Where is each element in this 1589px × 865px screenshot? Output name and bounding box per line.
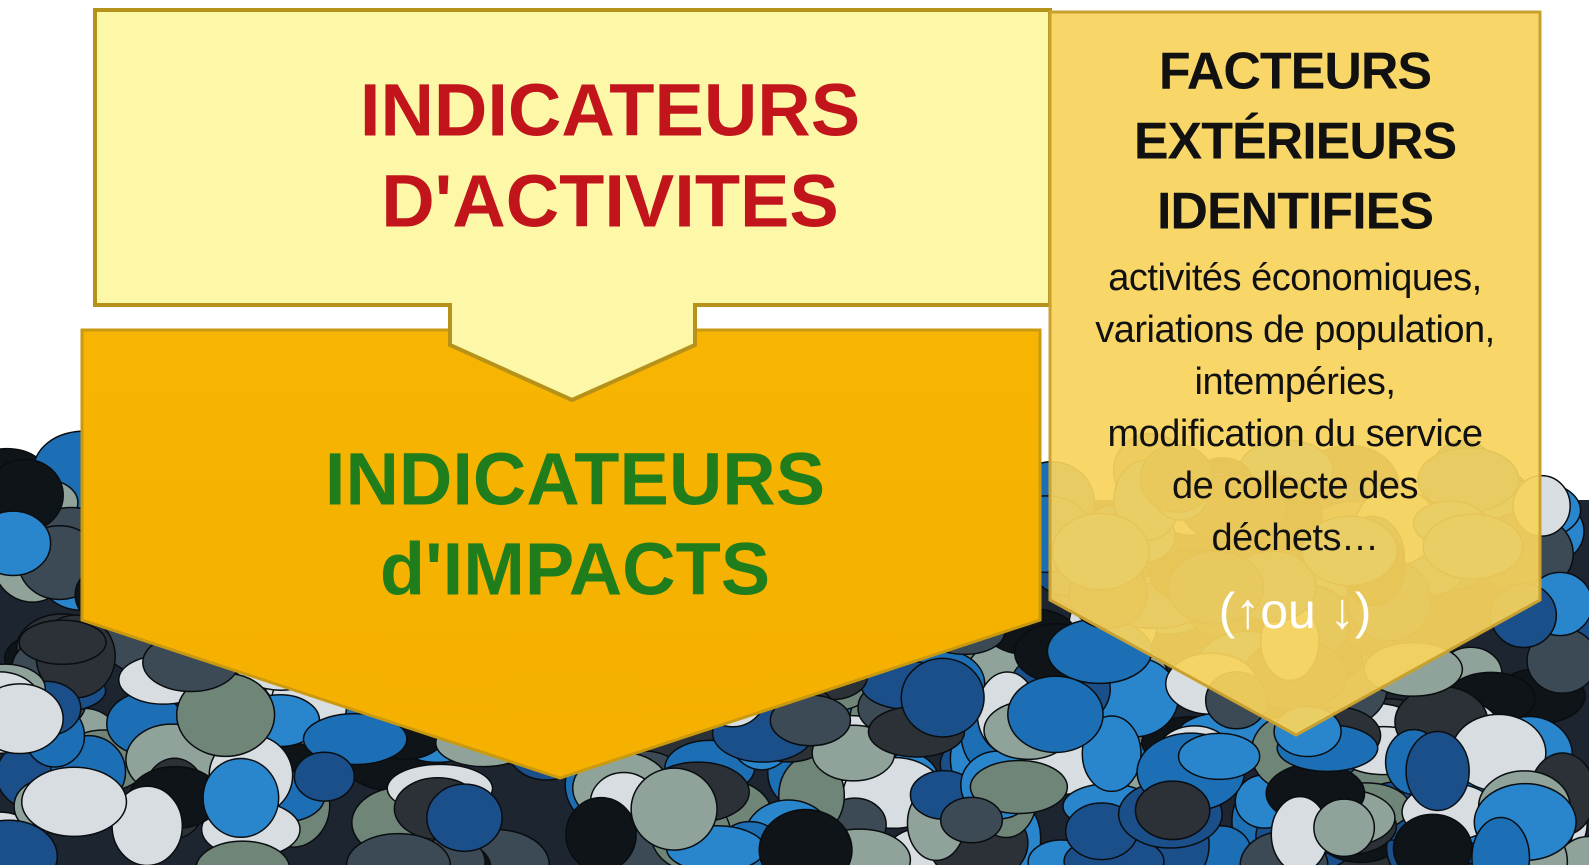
bag: [345, 832, 452, 865]
bag: [293, 751, 356, 802]
bag: [1471, 816, 1531, 865]
bag: [1134, 780, 1211, 841]
side-title: FACTEURS: [1159, 43, 1431, 101]
bag: [426, 783, 503, 853]
side-title: IDENTIFIES: [1157, 183, 1433, 241]
bag: [1081, 715, 1142, 793]
side-title: EXTÉRIEURS: [1134, 113, 1456, 171]
bag: [0, 510, 52, 577]
side-text: déchets…: [1211, 517, 1378, 559]
activity-title: D'ACTIVITES: [381, 160, 839, 243]
side-text: modification du service: [1107, 413, 1482, 455]
impact-arrow: [80, 328, 1042, 780]
bag: [758, 808, 853, 865]
activity-title: INDICATEURS: [360, 69, 860, 152]
bag: [630, 767, 718, 851]
side-text: variations de population,: [1095, 309, 1494, 351]
bag: [939, 796, 1004, 844]
bag: [900, 657, 985, 738]
bag: [18, 619, 107, 666]
bag: [0, 819, 59, 865]
bag: [20, 766, 128, 838]
bag: [1177, 732, 1261, 781]
side-text: intempéries,: [1195, 361, 1396, 403]
bag: [202, 757, 280, 839]
bag: [1313, 798, 1376, 858]
impact-title: INDICATEURS: [325, 438, 825, 521]
side-text: de collecte des: [1172, 465, 1418, 507]
bag: [195, 840, 290, 865]
side-box: [1048, 10, 1542, 737]
side-text: activités économiques,: [1108, 257, 1481, 299]
bag: [565, 796, 637, 865]
bag: [1392, 813, 1473, 865]
impact-title: d'IMPACTS: [380, 528, 770, 611]
bag: [0, 683, 64, 755]
bag: [969, 759, 1069, 815]
bag: [1007, 675, 1104, 754]
bag: [1405, 730, 1470, 812]
side-footer: (↑ou ↓): [1219, 583, 1372, 639]
